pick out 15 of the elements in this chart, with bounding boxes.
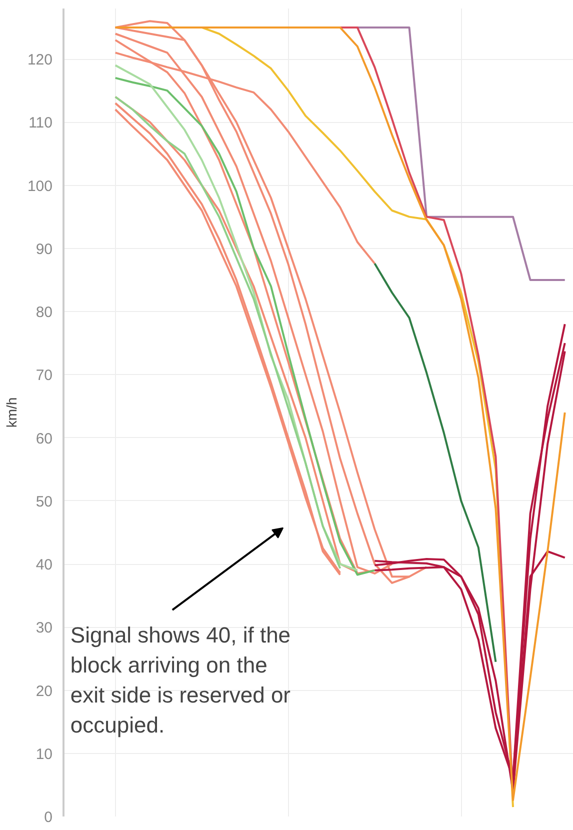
y-tick-label: 80 — [36, 304, 53, 321]
y-tick-label: 120 — [27, 52, 53, 68]
y-tick-label: 70 — [36, 367, 53, 384]
y-tick-label: 50 — [36, 493, 53, 510]
y-tick-label: 90 — [36, 240, 53, 258]
y-tick-label: 0 — [44, 809, 52, 826]
annotation: Signal shows 40, if the block arriving on the exit side is reserved or occupied. — [70, 622, 291, 738]
y-tick-label: 100 — [27, 178, 53, 195]
y-tick-label: 110 — [28, 114, 53, 132]
y-tick-label: 60 — [36, 430, 53, 448]
y-axis-title: km/h — [3, 397, 20, 428]
y-tick-label: 20 — [36, 682, 53, 700]
y-tick-label: 40 — [36, 556, 53, 574]
y-tick-label: 10 — [36, 746, 53, 763]
y-tick-label: 30 — [36, 620, 53, 637]
